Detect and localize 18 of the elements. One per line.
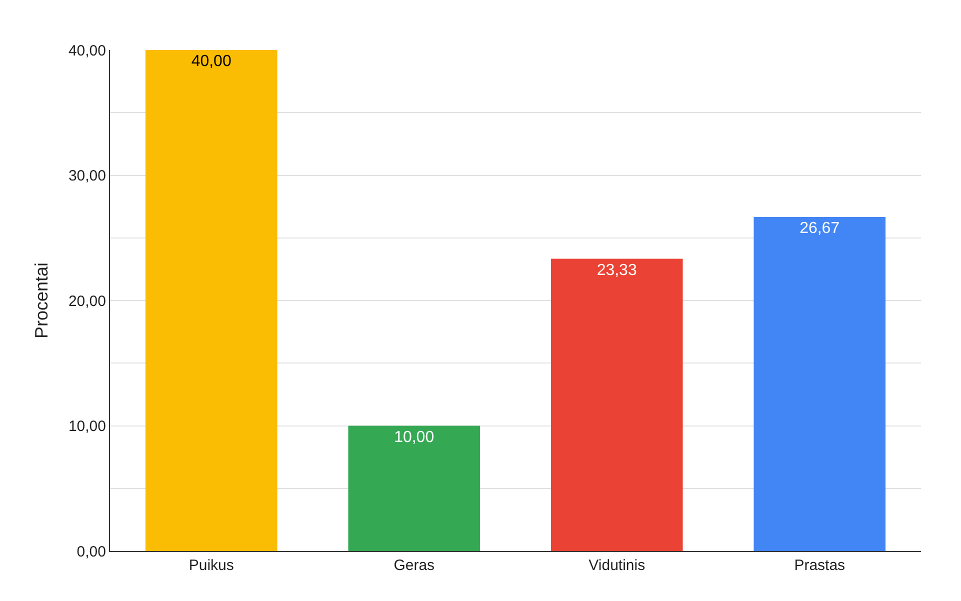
bar — [550, 258, 683, 551]
bar — [145, 50, 278, 551]
data-label: 10,00 — [394, 428, 434, 446]
data-label: 23,33 — [596, 262, 637, 279]
y-tick-label: 30,00 — [68, 168, 106, 184]
data-label: 26,67 — [800, 220, 840, 237]
y-tick-label: 40,00 — [68, 42, 106, 60]
data-label: 40,00 — [191, 53, 232, 70]
y-tick-label: 20,00 — [68, 292, 106, 310]
x-tick-label: Geras — [394, 557, 435, 574]
y-axis-title: Procentai — [32, 262, 52, 339]
x-tick-label: Prastas — [794, 557, 846, 574]
x-tick-label: Vidutinis — [588, 557, 646, 574]
bar — [348, 426, 480, 551]
y-tick-label: 0,00 — [76, 543, 106, 560]
x-tick-label: Puikus — [188, 557, 234, 574]
y-tick-label: 10,00 — [68, 418, 106, 435]
bar — [754, 216, 886, 551]
